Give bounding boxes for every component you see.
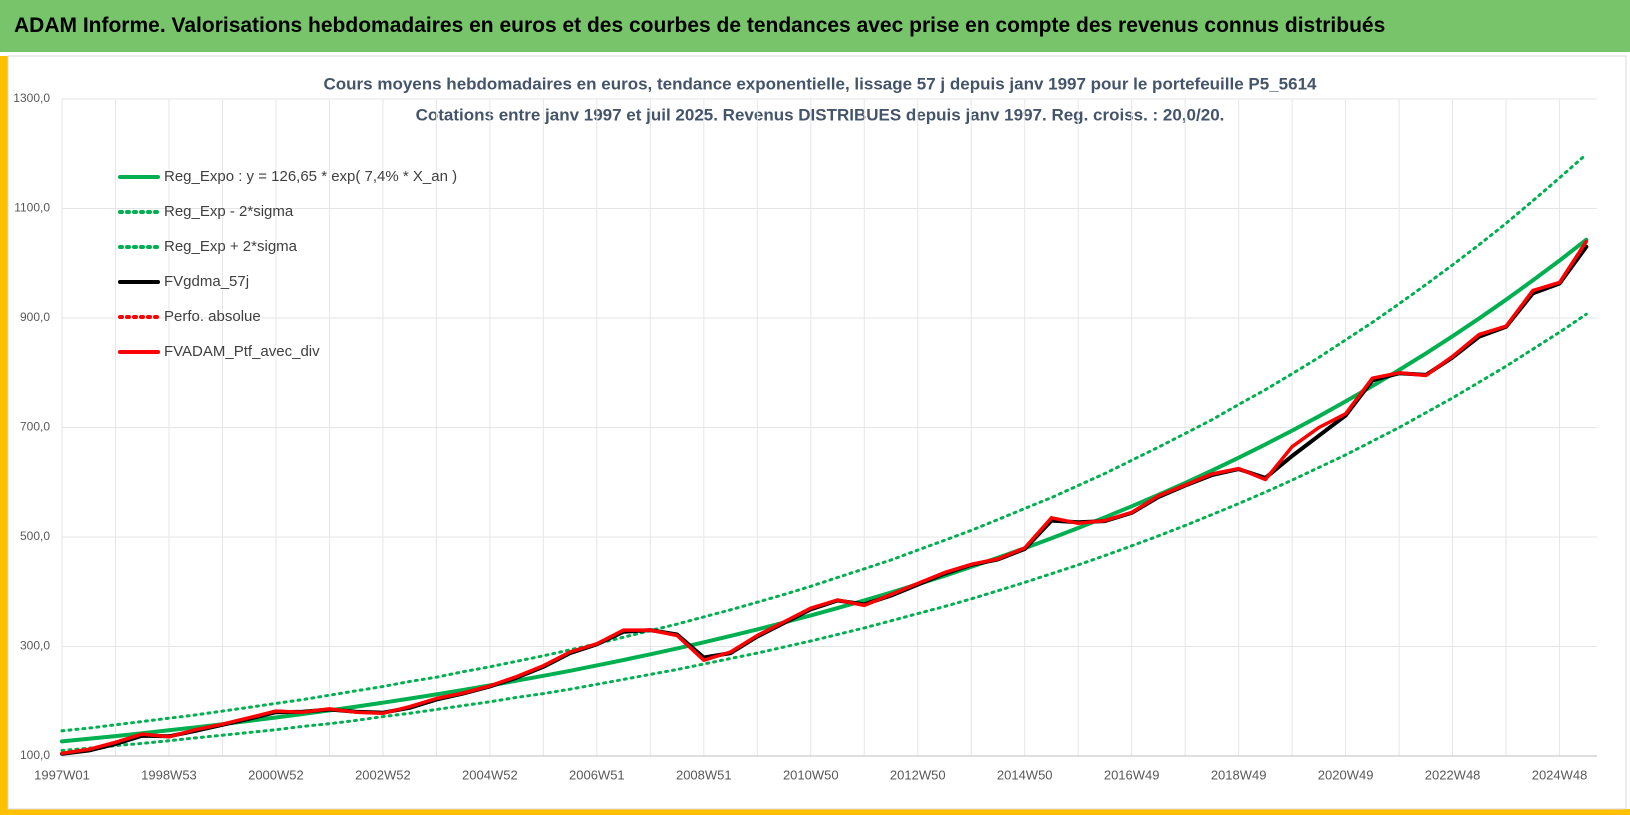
x-tick-label: 2016W49 <box>1104 767 1160 782</box>
chart-title: Cours moyens hebdomadaires en euros, ten… <box>324 74 1318 93</box>
plot-frame <box>7 55 1627 810</box>
chart-subtitle: Cotations entre janv 1997 et juil 2025. … <box>416 105 1225 124</box>
x-tick-label: 2010W50 <box>783 767 839 782</box>
x-tick-label: 2004W52 <box>462 767 518 782</box>
x-tick-label: 2002W52 <box>355 767 411 782</box>
y-tick-label: 100,0 <box>20 748 50 762</box>
legend-label: Reg_Expo : y = 126,65 * exp( 7,4% * X_an… <box>164 168 457 185</box>
x-tick-label: 2006W51 <box>569 767 625 782</box>
x-tick-label: 2022W48 <box>1425 767 1481 782</box>
series-line <box>60 152 1588 733</box>
x-tick-label: 1998W53 <box>141 767 197 782</box>
frame-accent <box>0 809 1630 815</box>
x-tick-label: 2000W52 <box>248 767 304 782</box>
legend-label: Reg_Exp + 2*sigma <box>164 238 298 255</box>
header-title: ADAM Informe. Valorisations hebdomadaire… <box>0 0 1630 52</box>
legend-label: FVgdma_57j <box>164 273 249 290</box>
frame-accent <box>0 56 8 815</box>
legend-label: FVADAM_Ptf_avec_div <box>164 343 320 360</box>
legend-label: Perfo. absolue <box>164 308 261 325</box>
y-tick-label: 500,0 <box>20 529 50 543</box>
series-line <box>60 239 1589 756</box>
legend-label: Reg_Exp - 2*sigma <box>164 203 294 220</box>
x-tick-label: 2008W51 <box>676 767 732 782</box>
x-tick-label: 2024W48 <box>1532 767 1588 782</box>
series-line <box>60 312 1588 752</box>
chart: Cours moyens hebdomadaires en euros, ten… <box>0 55 1630 815</box>
x-tick-label: 2018W49 <box>1211 767 1267 782</box>
x-tick-label: 1997W01 <box>34 767 90 782</box>
y-tick-label: 700,0 <box>20 420 50 434</box>
x-tick-label: 2012W50 <box>890 767 946 782</box>
y-tick-label: 900,0 <box>20 310 50 324</box>
x-tick-label: 2020W49 <box>1318 767 1374 782</box>
y-tick-label: 300,0 <box>20 639 50 653</box>
y-tick-label: 1100,0 <box>14 201 50 215</box>
x-tick-label: 2014W50 <box>997 767 1053 782</box>
y-tick-label: 1300,0 <box>13 91 50 105</box>
